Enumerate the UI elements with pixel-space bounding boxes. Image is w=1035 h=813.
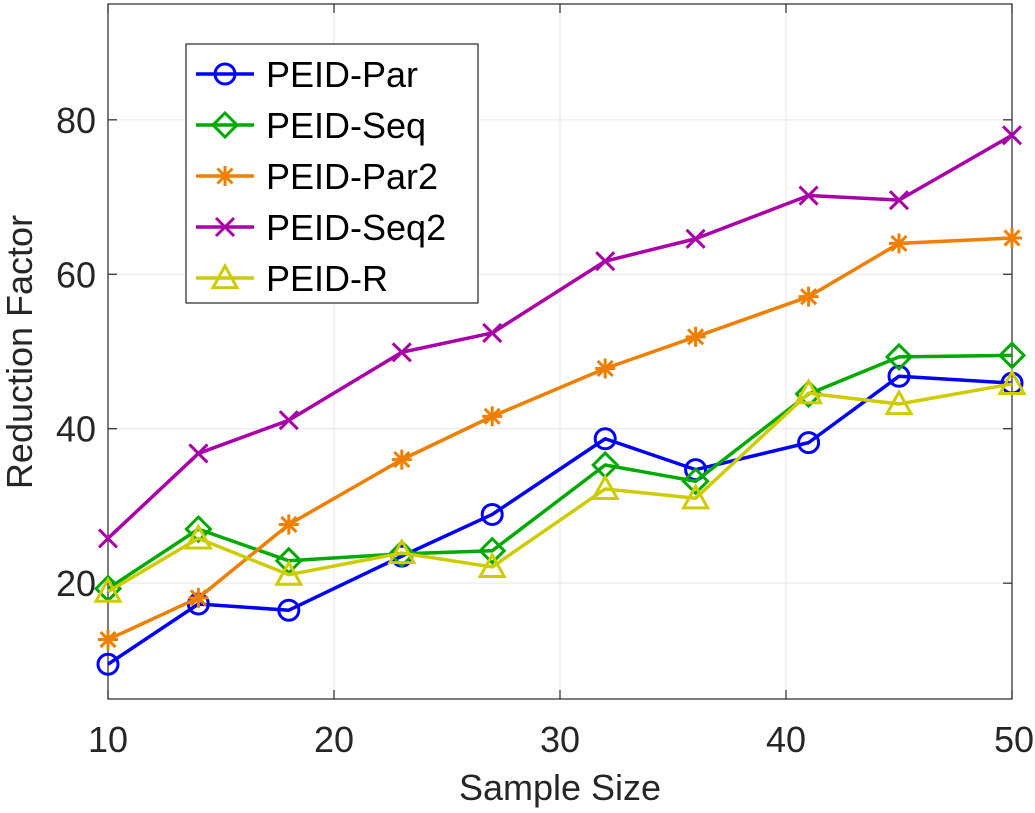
series-peid-par2 <box>98 227 1022 650</box>
data-point <box>888 190 910 211</box>
data-point <box>685 228 706 249</box>
data-point <box>884 342 914 372</box>
y-tick-label: 20 <box>56 563 96 604</box>
data-point <box>478 536 507 565</box>
legend-box <box>185 43 479 304</box>
data-point <box>278 514 299 535</box>
x-tick-label: 30 <box>540 719 580 760</box>
data-point <box>391 449 412 470</box>
data-point <box>794 378 824 405</box>
series-peid-par <box>96 364 1024 676</box>
data-point <box>477 551 507 579</box>
series-peid-seq2 <box>97 125 1023 549</box>
series-peid-seq <box>93 341 1027 603</box>
x-tick-label: 40 <box>766 719 806 760</box>
data-point <box>482 322 503 344</box>
data-point <box>681 483 711 510</box>
data-point <box>183 523 213 550</box>
data-point <box>480 502 504 526</box>
legend-label: PEID-Seq2 <box>266 207 446 248</box>
data-point <box>798 185 819 206</box>
x-tick-label: 10 <box>88 719 128 760</box>
legend-item: PEID-R <box>196 258 388 299</box>
data-point <box>278 410 299 431</box>
series-peid-r <box>93 368 1027 603</box>
series-group <box>93 125 1027 676</box>
data-point <box>93 576 123 603</box>
legend-item: PEID-Seq <box>196 105 426 146</box>
data-point <box>274 546 303 575</box>
data-point <box>188 443 209 464</box>
series-line <box>107 382 1013 594</box>
series-line <box>106 133 1013 540</box>
y-tick-label: 60 <box>56 254 96 295</box>
legend-label: PEID-Par <box>266 54 418 95</box>
legend-marker <box>213 62 237 86</box>
data-point <box>387 539 416 568</box>
data-point <box>797 431 821 455</box>
data-point <box>590 473 620 501</box>
data-point <box>482 406 503 427</box>
data-point <box>681 467 710 496</box>
legend-item: PEID-Seq2 <box>196 207 446 248</box>
data-point <box>887 364 911 388</box>
legend-label: PEID-R <box>266 258 388 299</box>
legend-label: PEID-Seq <box>266 105 426 146</box>
y-axis-label: Reduction Factor <box>0 215 40 489</box>
x-tick-label: 20 <box>314 719 354 760</box>
data-point <box>387 537 417 565</box>
data-point <box>98 629 118 650</box>
data-point <box>1001 125 1023 146</box>
data-point <box>997 368 1027 396</box>
x-axis-label: Sample Size <box>459 767 661 808</box>
data-point <box>391 342 412 363</box>
legend-item: PEID-Par <box>196 54 418 95</box>
data-point <box>997 341 1027 370</box>
data-point <box>188 587 209 608</box>
data-point <box>274 559 304 586</box>
data-point <box>685 326 706 347</box>
data-point <box>798 286 819 307</box>
data-point <box>595 251 616 272</box>
y-tick-label: 40 <box>56 409 96 450</box>
legend-marker <box>214 216 236 238</box>
data-point <box>277 598 301 622</box>
data-point <box>184 514 213 544</box>
data-point <box>794 379 823 409</box>
data-point <box>889 233 909 254</box>
legend-marker <box>210 262 240 290</box>
axis-ticks: 10 20 30 40 50 20 40 60 80 <box>56 4 1034 760</box>
legend-item: PEID-Par2 <box>196 156 438 197</box>
data-point <box>593 427 617 451</box>
y-tick-label: 80 <box>56 100 96 141</box>
data-point <box>97 528 119 549</box>
data-point <box>1002 227 1022 248</box>
x-tick-label: 50 <box>994 719 1034 760</box>
legend-marker <box>210 110 240 140</box>
series-line <box>107 353 1013 591</box>
data-point <box>96 652 120 676</box>
legend: PEID-Par PEID-Seq PEID-Par2 PEID-Seq2 PEID-R <box>185 43 479 304</box>
series-line <box>107 236 1013 642</box>
legend-label: PEID-Par2 <box>266 156 438 197</box>
legend-marker <box>215 166 235 186</box>
data-point <box>595 358 616 379</box>
series-line <box>107 374 1013 666</box>
data-point <box>884 388 914 416</box>
